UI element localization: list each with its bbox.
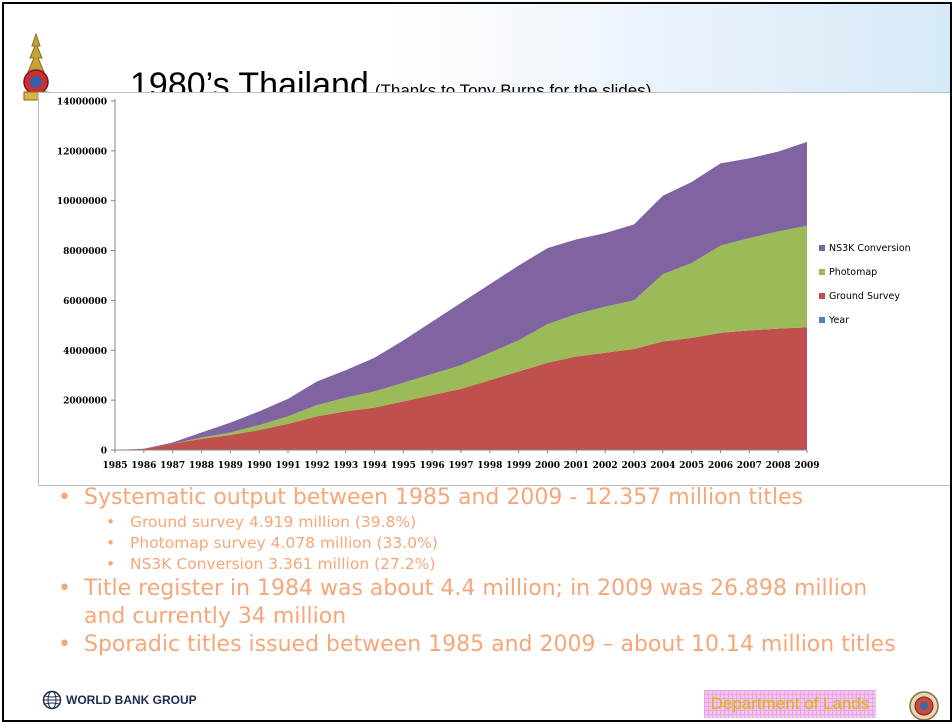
bullet-text: Photomap survey 4.078 million (33.0%): [130, 534, 438, 552]
x-tick-label: 1988: [189, 461, 214, 471]
x-tick-label: 2003: [621, 461, 646, 471]
legend-label: NS3K Conversion: [829, 243, 911, 254]
x-tick-label: 1996: [420, 461, 445, 471]
bullet-list: • Systematic output between 1985 and 2009…: [58, 484, 948, 659]
y-tick-label: 10000000: [57, 197, 107, 207]
x-tick-label: 1992: [304, 461, 329, 471]
legend-swatch: [819, 245, 825, 251]
legend-swatch: [819, 269, 825, 275]
bullet-dot-icon: •: [106, 513, 116, 531]
chart-frame: 0 2000000 4000000 6000000 8000000 10000000 120…: [38, 92, 950, 486]
bullet-text: and currently 34 million: [84, 604, 347, 629]
series-area-ns3k-conversion: [115, 141, 807, 450]
bullet-dot-icon: •: [106, 534, 116, 552]
bullet-dot-icon: •: [106, 555, 116, 573]
x-tick-label: 2007: [737, 461, 762, 471]
bullet-item: • Title register in 1984 was about 4.4 mi…: [58, 575, 948, 603]
legend-swatch: [819, 317, 825, 323]
bullet-dot-icon: •: [58, 576, 71, 601]
bullet-dot-icon: •: [58, 632, 71, 657]
legend-label: Ground Survey: [829, 291, 900, 302]
stacked-area-chart: 0 2000000 4000000 6000000 8000000 10000000 120…: [57, 98, 911, 472]
bullet-text: NS3K Conversion 3.361 million (27.2%): [130, 555, 436, 573]
legend-swatch: [819, 293, 825, 299]
y-tick-label: 14000000: [57, 98, 107, 108]
x-tick-label: 1990: [247, 461, 272, 471]
bullet-text: Title register in 1984 was about 4.4 mil…: [84, 576, 868, 601]
x-tick-label: 1998: [477, 461, 502, 471]
bullet-item: • Sporadic titles issued between 1985 and…: [58, 631, 948, 659]
department-seal-icon: [909, 691, 939, 720]
y-tick-label: 2000000: [63, 397, 107, 407]
bullet-text: Sporadic titles issued between 1985 and …: [84, 632, 896, 657]
x-tick-label: 1995: [391, 461, 416, 471]
x-tick-label: 1989: [218, 461, 243, 471]
royal-crest-icon: [23, 32, 49, 101]
sub-bullet-item: • NS3K Conversion 3.361 million (27.2%): [58, 554, 948, 575]
series-area-ground-survey: [115, 327, 807, 450]
y-tick-label: 6000000: [63, 297, 107, 307]
x-tick-label: 2005: [679, 461, 704, 471]
y-tick-label: 0: [101, 447, 107, 457]
x-tick-label: 2006: [708, 461, 733, 471]
x-tick-label: 1993: [333, 461, 358, 471]
x-tick-label: 1991: [275, 461, 300, 471]
bullet-text: Systematic output between 1985 and 2009 …: [84, 485, 804, 510]
y-tick-label: 12000000: [57, 147, 107, 157]
legend-label: Photomap: [829, 267, 877, 278]
bullet-dot-icon: •: [58, 485, 71, 510]
world-bank-label: WORLD BANK GROUP: [66, 693, 197, 707]
bullet-text: Ground survey 4.919 million (39.8%): [130, 513, 417, 531]
world-bank-logo: WORLD BANK GROUP: [42, 690, 197, 710]
sub-bullet-item: • Ground survey 4.919 million (39.8%): [58, 512, 948, 533]
bullet-item: • Systematic output between 1985 and 2009…: [58, 484, 948, 512]
x-tick-label: 1985: [102, 461, 127, 471]
x-tick-label: 2004: [650, 461, 675, 471]
x-tick-label: 2008: [766, 461, 791, 471]
x-tick-label: 1997: [448, 461, 473, 471]
x-tick-label: 1986: [131, 461, 156, 471]
world-bank-globe-icon: [42, 690, 62, 710]
x-tick-label: 1999: [506, 461, 531, 471]
department-label: Department of Lands: [710, 694, 870, 713]
series-area-photomap: [115, 225, 807, 450]
x-tick-label: 1987: [160, 461, 185, 471]
sub-bullet-item: • Photomap survey 4.078 million (33.0%): [58, 533, 948, 554]
x-tick-label: 1994: [362, 461, 387, 471]
x-tick-label: 2009: [794, 461, 819, 471]
legend-label: Year: [828, 315, 849, 326]
bullet-continuation: and currently 34 million: [58, 603, 948, 631]
x-tick-label: 2000: [535, 461, 560, 471]
department-label-box: Department of Lands: [704, 690, 876, 718]
y-tick-label: 8000000: [63, 247, 107, 257]
x-tick-label: 2001: [564, 461, 589, 471]
y-tick-label: 4000000: [63, 347, 107, 357]
x-tick-label: 2002: [593, 461, 618, 471]
